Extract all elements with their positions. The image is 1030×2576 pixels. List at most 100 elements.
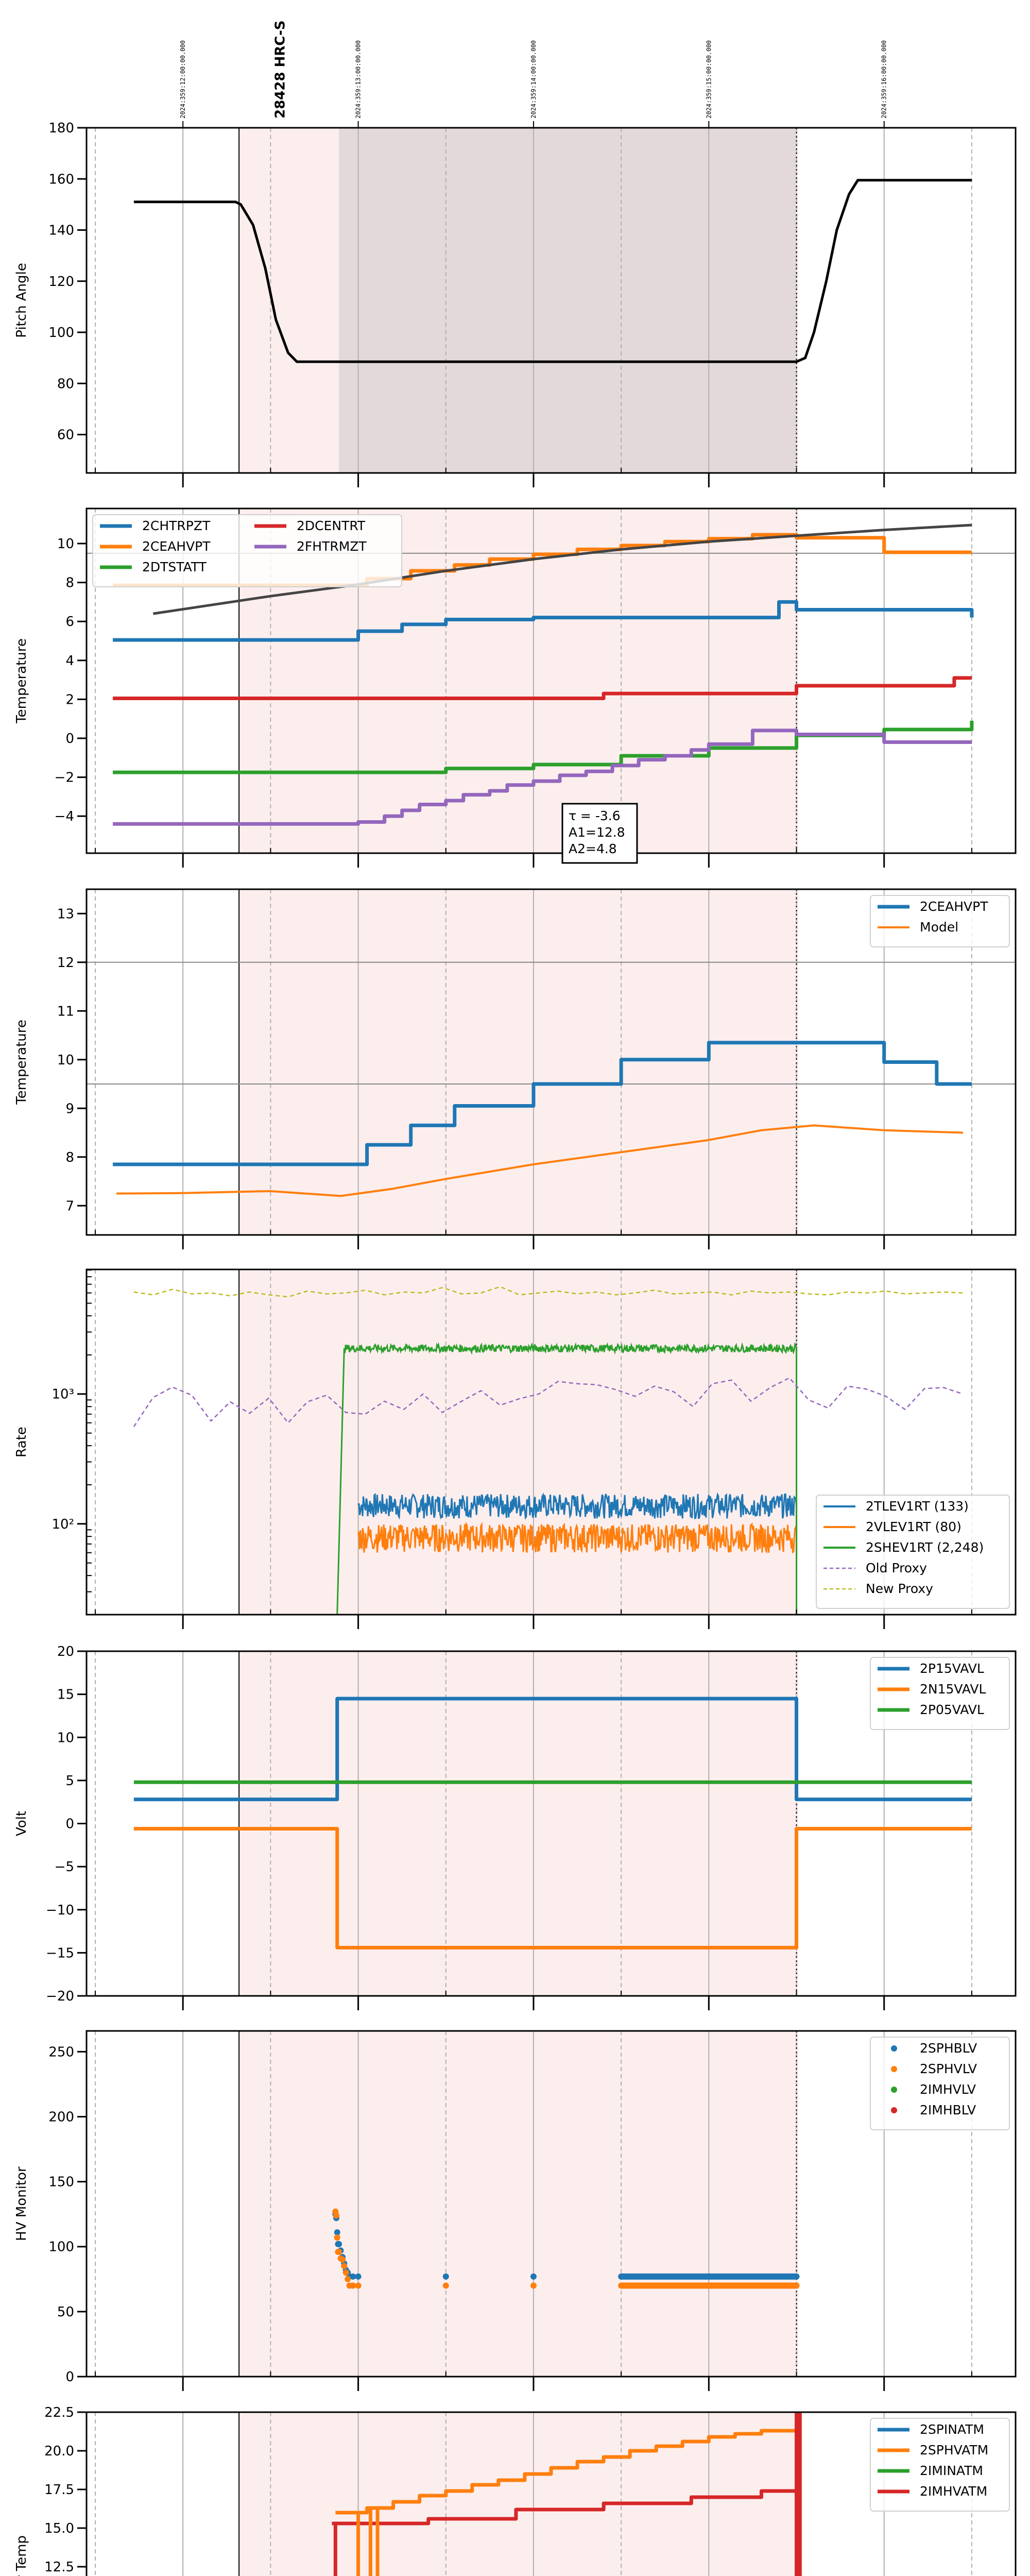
y-tick-label: 160 — [48, 172, 74, 187]
series-2DCENTRT — [113, 676, 972, 701]
y-tick-label: −4 — [55, 809, 74, 824]
legend: 2CHTRPZT 2CEAHVPT 2DTSTATT 2DCENTRT 2FHTRMZT — [92, 514, 402, 587]
series-group — [133, 179, 972, 363]
panel-1: 60 80 100 120 140 160 180 Pitch Angle — [14, 121, 1017, 487]
series-group — [332, 2412, 802, 2576]
series-2N15VAVL — [133, 1827, 972, 1950]
series-group — [332, 2208, 800, 2289]
data-point — [341, 2263, 348, 2269]
y-tick-label: −20 — [46, 1989, 74, 2004]
series-group — [133, 1286, 964, 1615]
y-tick-label: 8 — [65, 1150, 74, 1165]
y-tick-label: 0 — [65, 731, 74, 747]
legend-label: 2SHEV1RT (2,248) — [866, 1540, 984, 1555]
series-2P15VAVL — [133, 1697, 972, 1802]
y-tick-label: 0 — [65, 2369, 74, 2385]
panel-5: −20−15−10−505101520Volt2P15VAVL2N15VAVL2… — [14, 1644, 1017, 2010]
legend-label: 2DTSTATT — [142, 560, 207, 574]
legend: 2SPINATM 2SPHVATM 2IMINATM 2IMHVATM — [870, 2418, 1010, 2512]
dark-shade — [339, 128, 797, 473]
data-point — [339, 2256, 346, 2263]
y-tick-label: 4 — [65, 653, 74, 669]
y-tick-label: 20 — [57, 1644, 74, 1659]
y-tick-label: −15 — [46, 1945, 74, 1961]
top-time-label: 2024:359:12:00:00.000 — [179, 40, 186, 118]
series-2CHTRPZT — [113, 600, 974, 642]
top-time-label: 2024:359:13:00:00.000 — [355, 40, 362, 118]
legend-label: 2IMHVLV — [920, 2082, 976, 2097]
y-tick-label: 15.0 — [44, 2521, 74, 2536]
y-tick-label: 10² — [52, 1517, 74, 1532]
top-time-label: 2024:359:16:00:00.000 — [881, 40, 888, 118]
y-tick-label: 9 — [65, 1101, 74, 1116]
legend-label: 2P05VAVL — [920, 1702, 984, 1717]
legend-label: 2CHTRPZT — [142, 518, 211, 533]
y-tick-label: 20.0 — [44, 2444, 74, 2459]
legend-box — [870, 2418, 1010, 2512]
series-group — [113, 523, 974, 826]
y-axis-label: Temperature — [14, 638, 29, 724]
y-tick-label: 10³ — [52, 1387, 74, 1402]
legend-label: 2SPINATM — [920, 2422, 984, 2437]
series-2CEAHVPT — [113, 533, 972, 587]
y-tick-label: 6 — [65, 614, 74, 630]
axes-frame — [85, 2030, 1017, 2378]
panel-3: 7 8 9 10 11 12 13 Temperature 2CEAHVPT Model — [14, 888, 1017, 1249]
data-point — [355, 2282, 362, 2289]
axes-frame — [85, 2411, 1017, 2576]
y-tick-label: 22.5 — [44, 2405, 74, 2420]
y-tick-label: 100 — [48, 2240, 74, 2255]
data-point — [333, 2212, 340, 2219]
data-point — [336, 2248, 342, 2255]
legend-box — [92, 514, 402, 587]
legend-label: 2SPHBLV — [920, 2041, 977, 2056]
series-2CEAHVPT — [113, 1041, 972, 1166]
y-tick-label: 2 — [65, 692, 74, 707]
legend-label: 2SPHVLV — [920, 2061, 977, 2076]
series-Model — [116, 1124, 963, 1197]
y-tick-label: −10 — [46, 1903, 74, 1918]
axes-frame — [85, 127, 1017, 474]
observation-shade — [239, 1269, 798, 1615]
top-time-label: 2024:359:14:00:00.000 — [530, 40, 537, 118]
series-Old — [133, 1377, 964, 1427]
observation-shade — [239, 2031, 798, 2377]
annotation-line: A2=4.8 — [569, 841, 617, 856]
series-2SHEV1RT — [336, 1342, 798, 1615]
annotation-line: τ = -3.6 — [569, 808, 621, 823]
y-tick-label: 80 — [57, 376, 74, 392]
legend-label: 2FHTRMZT — [297, 539, 367, 554]
data-point — [442, 2273, 449, 2280]
axes-frame — [85, 507, 1017, 854]
observation-shade — [239, 2412, 798, 2576]
y-tick-label: 250 — [48, 2044, 74, 2060]
y-axis-label: Volt — [14, 1811, 29, 1836]
legend-label: 2IMHBLV — [920, 2103, 976, 2117]
top-labels: 2024:359:12:00:00.000 2024:359:13:00:00.0… — [179, 21, 888, 128]
y-axis-label: HV Monitor — [14, 2166, 29, 2241]
y-axis-label: Pitch Angle — [14, 263, 29, 338]
axes-frame — [85, 888, 1017, 1236]
legend-label: 2CEAHVPT — [920, 899, 988, 914]
series-New — [133, 1286, 963, 1298]
y-tick-label: 60 — [57, 428, 74, 443]
annotation-line: A1=12.8 — [569, 825, 625, 840]
y-axis-label: Temperature — [14, 1020, 29, 1105]
series-group — [133, 1697, 972, 1950]
y-tick-label: 140 — [48, 223, 74, 239]
data-point — [342, 2269, 349, 2276]
legend-marker — [891, 2045, 897, 2052]
axes-frame — [85, 1268, 1017, 1616]
series-group — [113, 1041, 972, 1197]
legend-label: 2CEAHVPT — [142, 539, 211, 554]
legend: 2TLEV1RT (133) 2VLEV1RT (80) 2SHEV1RT (2,2… — [816, 1495, 1010, 1609]
legend-label: 2SPHVATM — [920, 2443, 988, 2458]
data-point — [334, 2229, 340, 2235]
y-tick-label: 120 — [48, 274, 74, 290]
y-tick-label: 17.5 — [44, 2482, 74, 2498]
y-tick-label: 13 — [57, 906, 74, 922]
legend-label: Model — [920, 920, 958, 935]
series-2FHTRMZT — [113, 728, 972, 826]
